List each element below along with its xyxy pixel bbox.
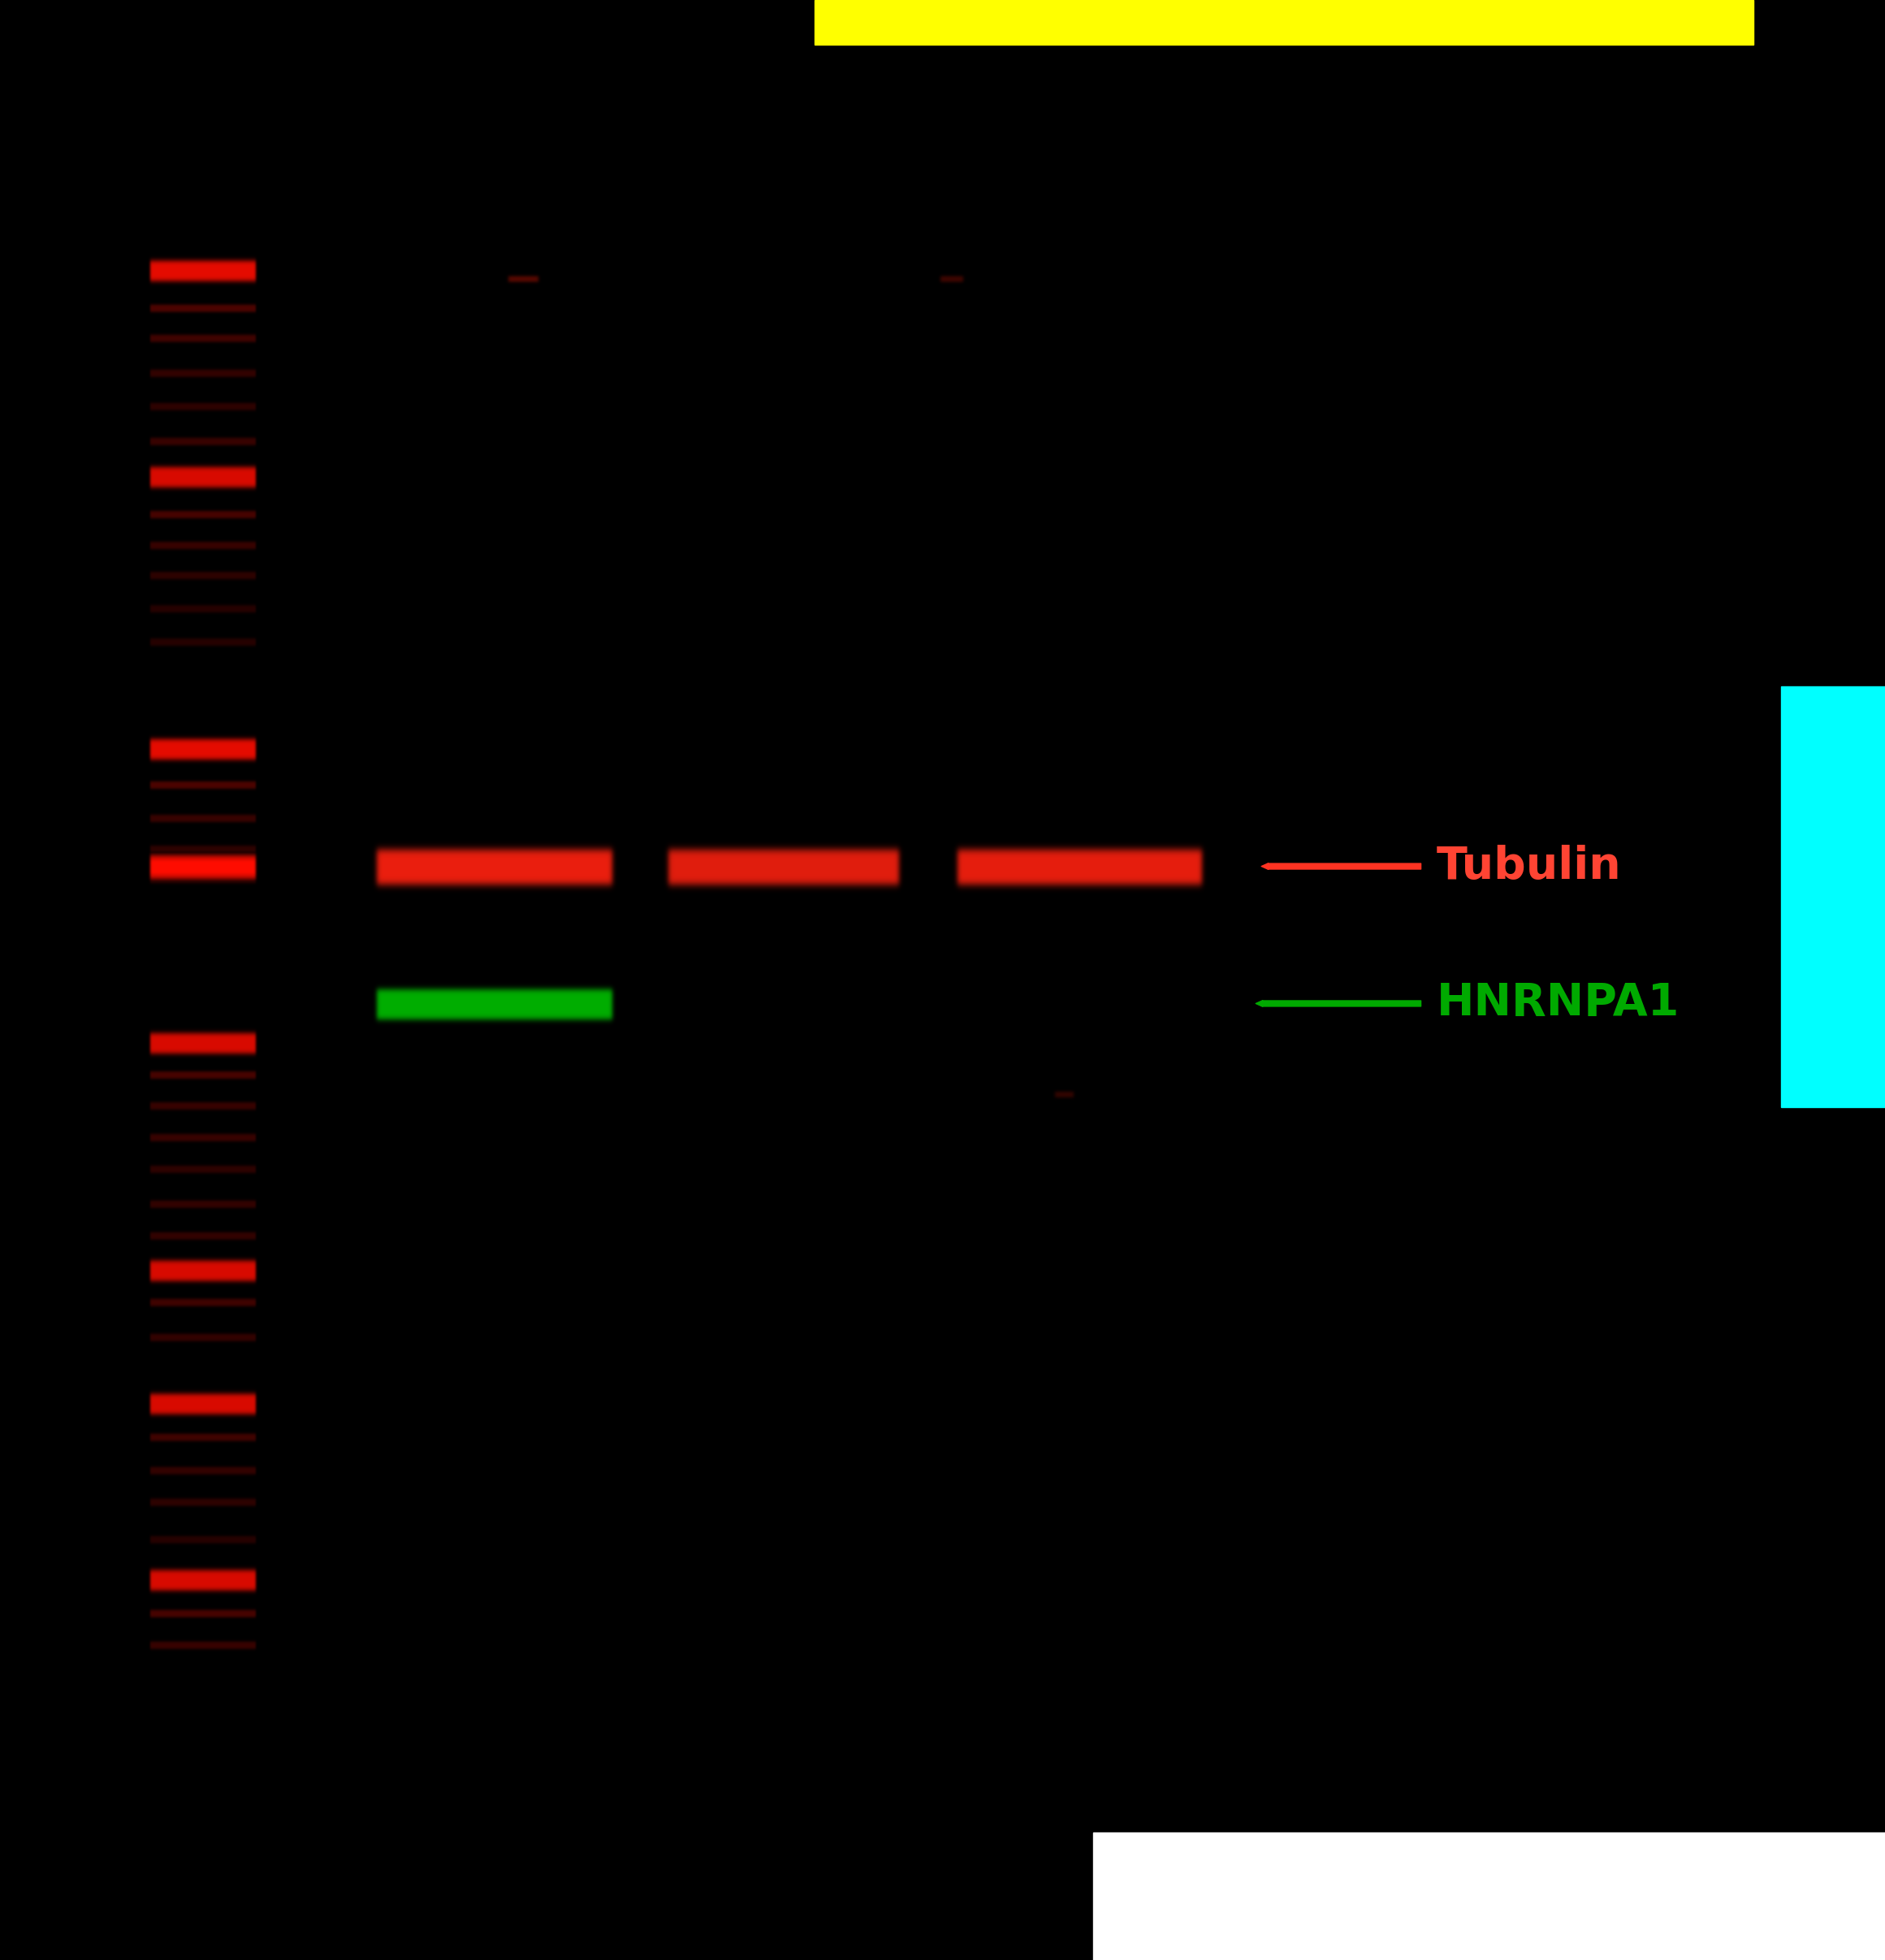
Bar bbox=[814, 0, 1753, 45]
Text: HNRNPA1: HNRNPA1 bbox=[1436, 982, 1680, 1025]
Bar bbox=[1781, 686, 1885, 1107]
Text: Tubulin: Tubulin bbox=[1436, 845, 1621, 888]
Bar bbox=[1093, 1833, 1885, 1960]
